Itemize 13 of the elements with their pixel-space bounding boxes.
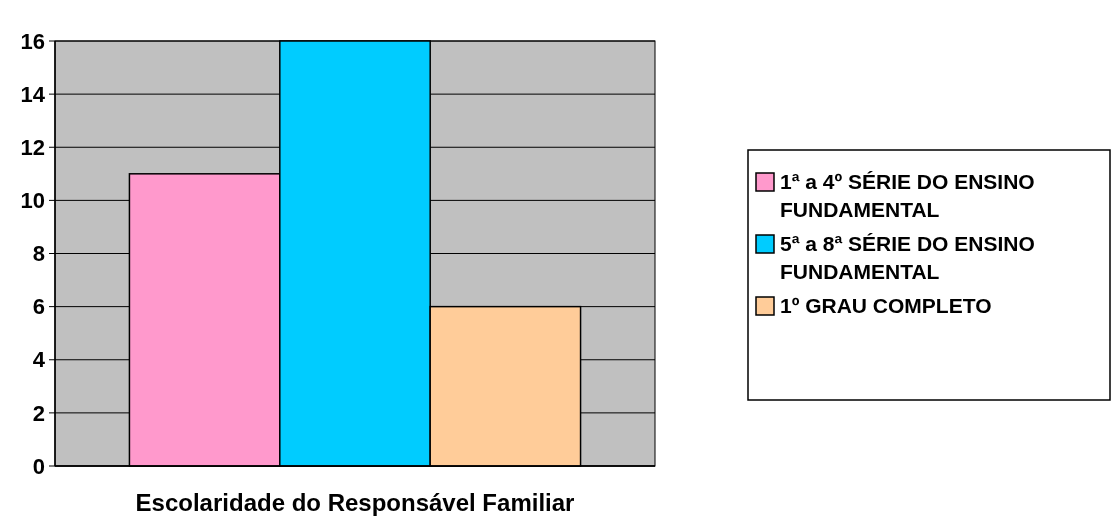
legend-label: 1ª a 4º SÉRIE DO ENSINO FUNDAMENTAL <box>780 170 1035 221</box>
legend-label: 5ª a 8ª SÉRIE DO ENSINO FUNDAMENTAL <box>780 232 1035 283</box>
y-tick-label: 4 <box>32 347 46 373</box>
y-tick-label: 6 <box>32 294 45 320</box>
y-tick-label: 10 <box>20 188 45 214</box>
y-tick-label: 12 <box>20 134 45 160</box>
y-tick-label: 14 <box>20 81 46 107</box>
x-axis-title: Escolaridade do Responsável Familiar <box>135 489 575 516</box>
y-tick-label: 16 <box>20 28 45 54</box>
y-tick-label: 8 <box>32 241 45 267</box>
y-tick-label: 0 <box>32 453 45 479</box>
y-tick-label: 2 <box>32 400 45 426</box>
legend-label: 1º GRAU COMPLETO <box>780 294 992 317</box>
